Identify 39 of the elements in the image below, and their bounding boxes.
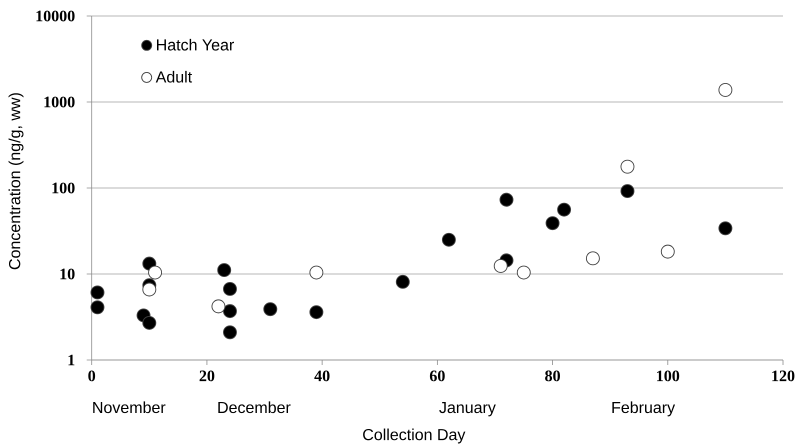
y-tick-label: 10000 bbox=[36, 10, 75, 22]
point bbox=[90, 300, 104, 314]
x-tick-label: 0 bbox=[88, 370, 96, 382]
point bbox=[620, 184, 634, 198]
point bbox=[217, 263, 232, 278]
y-tick-label: 1000 bbox=[44, 96, 75, 108]
point bbox=[263, 302, 278, 316]
point bbox=[718, 221, 732, 236]
text: February bbox=[612, 401, 676, 416]
x-tick-label: 60 bbox=[430, 370, 445, 382]
point bbox=[142, 282, 156, 296]
point bbox=[309, 305, 324, 320]
x-tick-label: 40 bbox=[314, 370, 330, 382]
point bbox=[396, 274, 410, 289]
point bbox=[557, 202, 572, 217]
text: December bbox=[218, 401, 291, 414]
legend-label: Hatch Year bbox=[157, 38, 234, 51]
x-tick-label: 100 bbox=[657, 370, 680, 382]
legend-label: Adult bbox=[156, 70, 192, 83]
point bbox=[148, 266, 162, 280]
point bbox=[90, 286, 104, 300]
y-axis-title: Concentration (ng/g, ww) bbox=[8, 93, 24, 270]
point bbox=[223, 304, 237, 318]
y-tick-label: 100 bbox=[52, 182, 75, 194]
point bbox=[494, 259, 508, 273]
x-tick-label: 20 bbox=[200, 370, 214, 382]
text: January bbox=[439, 402, 496, 416]
point bbox=[223, 325, 237, 340]
y-tick-label: 10 bbox=[60, 268, 75, 280]
point bbox=[500, 192, 514, 207]
x-tick-label: 80 bbox=[545, 370, 560, 382]
point bbox=[442, 232, 456, 247]
x-tick-label: 120 bbox=[772, 370, 794, 382]
point bbox=[142, 316, 156, 330]
x-axis-title: Collection Day bbox=[363, 428, 466, 444]
text: November bbox=[93, 401, 166, 414]
point bbox=[223, 282, 237, 296]
y-tick-label: 1 bbox=[68, 354, 74, 366]
point bbox=[546, 216, 560, 230]
